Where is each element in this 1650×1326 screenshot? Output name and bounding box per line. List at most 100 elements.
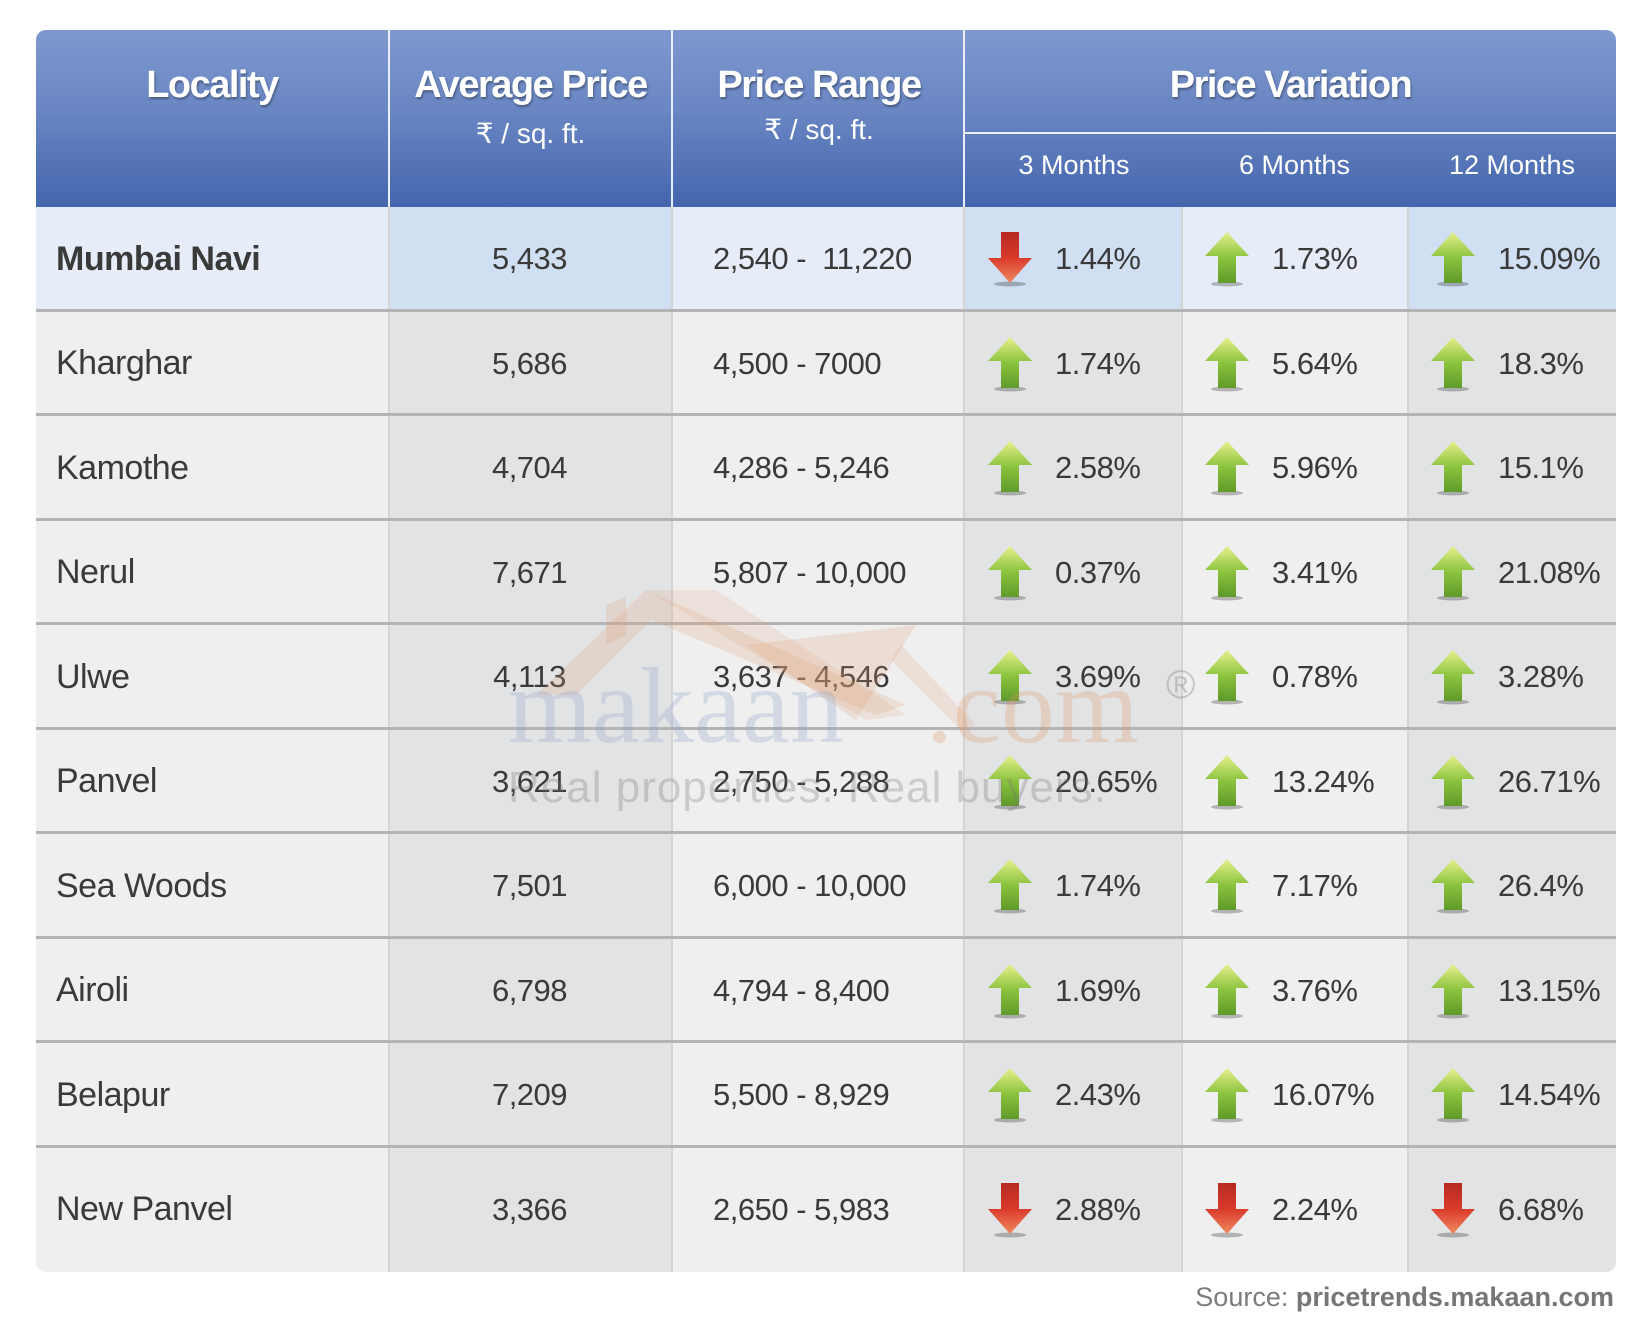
- column-divider: [671, 520, 673, 625]
- cell-background: [671, 1147, 965, 1272]
- column-divider: [1181, 625, 1183, 730]
- column-divider: [1407, 311, 1409, 416]
- variation-3-months-cell: 2.88%: [965, 1148, 1182, 1273]
- price-range-cell: 5,500 - 8,929: [671, 1043, 965, 1148]
- cell-background: [388, 1147, 671, 1272]
- variation-6-months-cell: 2.24%: [1182, 1148, 1408, 1273]
- table-row: Belapur 7,209 5,500 - 8,929 2.43% 16.07% 14.5…: [36, 1043, 1616, 1148]
- cell-background: [1408, 834, 1616, 939]
- cell-background: [36, 938, 388, 1043]
- variation-3-months-value: 1.69%: [1055, 972, 1141, 1008]
- average-price: 4,704: [491, 450, 568, 486]
- variation-12-months-value: 21.08%: [1498, 554, 1601, 590]
- column-divider: [1181, 1147, 1183, 1272]
- average-price-cell: 4,704: [388, 416, 671, 521]
- variation-3-months-cell: 1.74%: [965, 834, 1182, 939]
- column-divider: [388, 938, 390, 1043]
- cell-background: [388, 625, 671, 730]
- average-price-cell: 7,501: [388, 834, 671, 939]
- variation-12-months-cell: 15.09%: [1408, 207, 1616, 312]
- column-divider: [963, 729, 965, 834]
- variation-6-months-cell: 0.78%: [1182, 625, 1408, 730]
- column-divider: [388, 834, 390, 939]
- price-range-cell: 2,750 - 5,288: [671, 730, 965, 835]
- price-range-cell: 6,000 - 10,000: [671, 834, 965, 939]
- average-price-cell: 4,113: [388, 625, 671, 730]
- price-range: 5,500 - 8,929: [713, 1077, 890, 1113]
- variation-3-months-cell: 1.44%: [965, 207, 1182, 312]
- cell-background: [36, 520, 388, 625]
- average-price: 3,621: [491, 763, 568, 799]
- arrow-up-icon: [1431, 1068, 1475, 1123]
- column-divider: [1407, 207, 1409, 312]
- column-divider: [671, 416, 673, 521]
- column-divider: [388, 207, 390, 312]
- average-price: 4,113: [493, 659, 566, 695]
- cell-background: [1408, 938, 1616, 1043]
- average-price: 5,686: [491, 345, 568, 381]
- variation-3-months-cell: 3.69%: [965, 625, 1182, 730]
- row-divider: [36, 517, 1616, 521]
- variation-12-months-cell: 13.15%: [1408, 939, 1616, 1044]
- column-divider: [963, 938, 965, 1043]
- header-average-price: Average Price ₹ / sq. ft.: [390, 30, 671, 207]
- price-range: 2,540 - 11,220: [713, 241, 912, 277]
- column-divider: [963, 1043, 965, 1148]
- arrow-up-icon: [1431, 336, 1475, 392]
- variation-12-months-cell: 3.28%: [1408, 625, 1616, 730]
- column-divider: [1407, 416, 1409, 521]
- variation-6-months-value: 5.64%: [1272, 345, 1358, 381]
- header-6-months: 6 Months: [1238, 150, 1351, 180]
- locality-name: Panvel: [56, 762, 157, 801]
- locality-name: Nerul: [56, 553, 135, 592]
- locality-name: Mumbai Navi: [56, 239, 261, 278]
- source-link[interactable]: pricetrends.makaan.com: [1295, 1282, 1614, 1312]
- arrow-up-icon: [1431, 441, 1475, 496]
- table-row: Nerul 7,671 5,807 - 10,000 0.37% 3.41% 21.08%: [36, 520, 1616, 626]
- column-divider: [1407, 520, 1409, 625]
- locality-name: Airoli: [56, 971, 129, 1010]
- arrow-up-icon: [1431, 545, 1475, 601]
- arrow-up-icon: [1205, 336, 1249, 392]
- header-subdivider: [965, 132, 1616, 134]
- header-3-months: 3 Months: [1018, 150, 1130, 180]
- variation-3-months-value: 20.65%: [1055, 763, 1158, 799]
- variation-3-months-cell: 20.65%: [965, 730, 1182, 835]
- cell-background: [388, 520, 671, 625]
- column-divider: [388, 625, 390, 730]
- arrow-up-icon: [1431, 963, 1475, 1019]
- cell-background: [388, 938, 671, 1043]
- variation-3-months-cell: 0.37%: [965, 521, 1182, 626]
- locality-name: Ulwe: [56, 657, 130, 696]
- price-range-cell: 4,286 - 5,246: [671, 416, 965, 521]
- column-divider: [388, 416, 390, 521]
- header-price-variation: Price Variation: [965, 30, 1616, 207]
- variation-3-months-value: 0.37%: [1055, 554, 1141, 590]
- column-divider: [1181, 938, 1183, 1043]
- table-row: Mumbai Navi 5,433 2,540 - 11,220 1.44% 1.73%…: [36, 207, 1616, 312]
- variation-6-months-value: 1.73%: [1272, 241, 1358, 277]
- column-divider: [388, 729, 390, 834]
- average-price-cell: 6,798: [388, 939, 671, 1044]
- average-price-cell: 7,671: [388, 521, 671, 626]
- price-range: 4,794 - 8,400: [713, 972, 890, 1008]
- price-range: 4,500 - 7000: [713, 345, 882, 381]
- cell-background: [388, 416, 671, 521]
- arrow-down-icon: [988, 1182, 1032, 1238]
- column-divider: [671, 1043, 673, 1148]
- source-note: Source: pricetrends.makaan.com: [1195, 1282, 1614, 1313]
- variation-12-months-cell: 26.4%: [1408, 834, 1616, 939]
- variation-3-months-value: 3.69%: [1055, 659, 1141, 695]
- price-trends-table: Locality Average Price ₹ / sq. ft. Price…: [36, 30, 1616, 1272]
- header-12-months: 12 Months: [1448, 150, 1576, 180]
- variation-3-months-cell: 2.43%: [965, 1043, 1182, 1148]
- source-label: Source:: [1195, 1282, 1296, 1312]
- variation-3-months-value: 2.88%: [1055, 1191, 1141, 1227]
- arrow-up-icon: [988, 754, 1032, 810]
- cell-background: [1408, 311, 1616, 416]
- variation-6-months-cell: 3.76%: [1182, 939, 1408, 1044]
- price-range-cell: 4,794 - 8,400: [671, 939, 965, 1044]
- variation-6-months-cell: 7.17%: [1182, 834, 1408, 939]
- header-locality: Locality: [36, 30, 388, 207]
- column-divider: [963, 1147, 965, 1272]
